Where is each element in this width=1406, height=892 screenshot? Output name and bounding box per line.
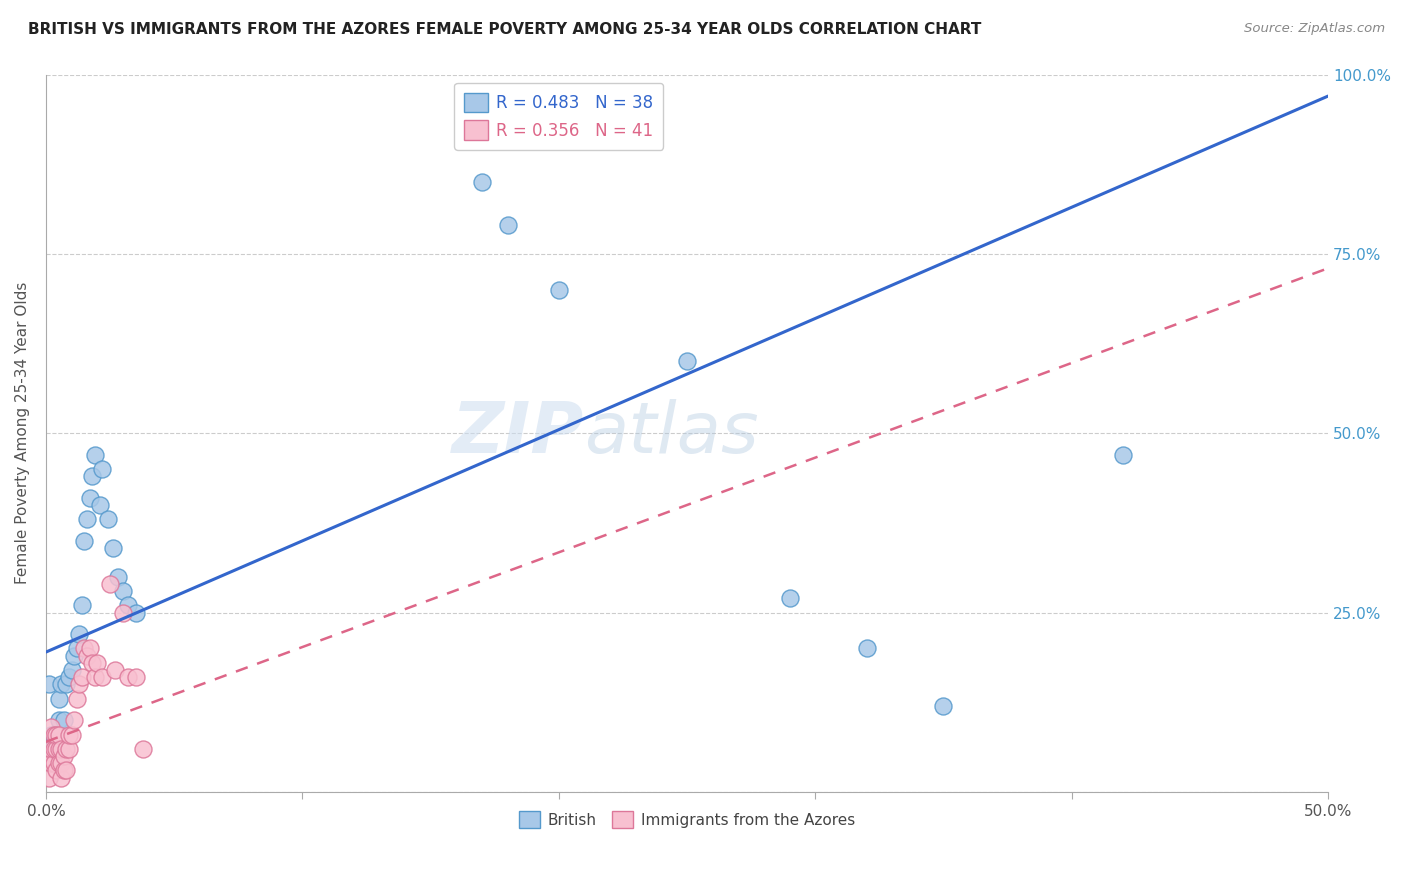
Point (76, 648, 98, 663)
Point (855, 641, 877, 656)
Point (932, 698, 955, 713)
Point (79, 491, 101, 505)
Point (51, 756, 73, 771)
Point (73, 641, 96, 656)
Point (101, 541, 124, 555)
Point (82, 656, 104, 670)
Point (83, 448, 105, 462)
Text: ZIP: ZIP (453, 399, 585, 467)
Text: Source: ZipAtlas.com: Source: ZipAtlas.com (1244, 22, 1385, 36)
Point (86, 656, 108, 670)
Point (39, 756, 62, 771)
Point (51, 677, 73, 691)
Point (67, 627, 90, 641)
Point (55, 677, 77, 691)
Point (89, 498, 111, 512)
Point (55, 742, 77, 756)
Point (83, 670, 105, 684)
Point (779, 591, 801, 606)
Point (39, 742, 62, 756)
Point (60, 663, 83, 677)
Point (42, 742, 65, 756)
Point (60, 728, 83, 742)
Point (91, 462, 114, 476)
Point (496, 218, 519, 232)
Point (38, 677, 60, 691)
Point (63, 648, 86, 663)
Point (42, 742, 65, 756)
Point (63, 713, 86, 727)
Text: atlas: atlas (585, 399, 759, 467)
Point (111, 584, 134, 599)
Point (471, 175, 494, 189)
Point (39, 742, 62, 756)
Point (45, 742, 67, 756)
Legend: British, Immigrants from the Azores: British, Immigrants from the Azores (513, 805, 862, 835)
Point (48, 691, 70, 706)
Point (55, 764, 77, 778)
Point (117, 599, 139, 613)
Point (107, 570, 129, 584)
Point (38, 749, 60, 764)
Point (117, 670, 139, 684)
Point (70, 670, 93, 684)
Point (39, 728, 62, 742)
Point (67, 677, 90, 691)
Point (73, 533, 96, 548)
Point (38, 771, 60, 785)
Point (66, 641, 89, 656)
Point (91, 670, 114, 684)
Point (51, 771, 73, 785)
Point (52, 749, 75, 764)
Point (48, 713, 70, 727)
Point (79, 641, 101, 656)
Text: BRITISH VS IMMIGRANTS FROM THE AZORES FEMALE POVERTY AMONG 25-34 YEAR OLDS CORRE: BRITISH VS IMMIGRANTS FROM THE AZORES FE… (28, 22, 981, 37)
Point (547, 283, 569, 297)
Y-axis label: Female Poverty Among 25-34 Year Olds: Female Poverty Among 25-34 Year Olds (15, 282, 30, 584)
Point (52, 713, 75, 727)
Point (132, 742, 155, 756)
Point (111, 606, 134, 620)
Point (125, 606, 148, 620)
Point (70, 599, 93, 613)
Point (125, 670, 148, 684)
Point (96, 512, 118, 526)
Point (48, 742, 70, 756)
Point (676, 354, 699, 368)
Point (48, 756, 70, 771)
Point (45, 728, 67, 742)
Point (66, 691, 89, 706)
Point (39, 720, 62, 734)
Point (104, 663, 127, 677)
Point (58, 670, 80, 684)
Point (98, 577, 121, 591)
Point (48, 728, 70, 742)
Point (45, 728, 67, 742)
Point (42, 728, 65, 742)
Point (42, 756, 65, 771)
Point (76, 512, 98, 526)
Point (52, 764, 75, 778)
Point (1112, 448, 1135, 462)
Point (58, 742, 80, 756)
Point (45, 764, 67, 778)
Point (42, 735, 65, 749)
Point (58, 728, 80, 742)
Point (51, 742, 73, 756)
Point (82, 469, 104, 483)
